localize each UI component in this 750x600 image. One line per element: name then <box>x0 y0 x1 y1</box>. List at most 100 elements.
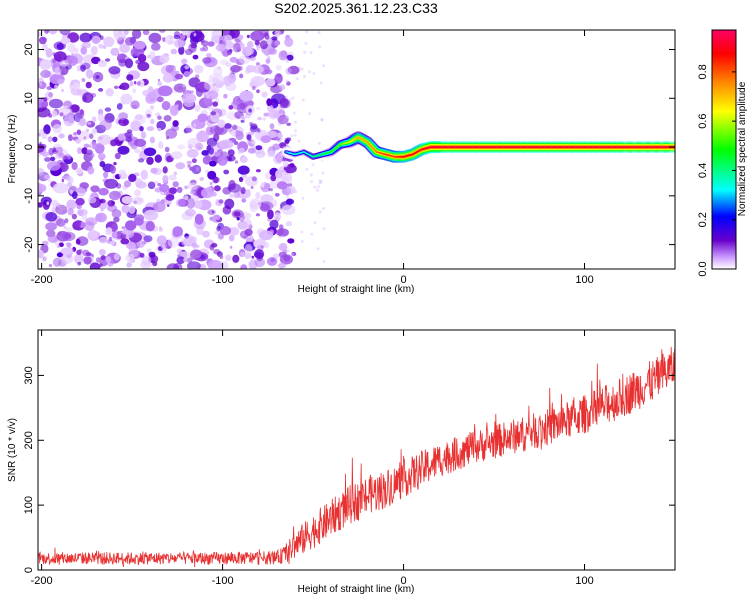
spectrogram-noise-cell <box>181 30 189 36</box>
spectrogram-noise-cell <box>266 257 278 266</box>
spectrogram-noise-cell <box>61 88 64 93</box>
spectrogram-noise-cell <box>135 181 147 189</box>
spectrogram-noise-cell <box>193 32 197 37</box>
spectrogram-noise-cell <box>143 147 157 157</box>
spectrogram-noise-cell <box>251 141 256 144</box>
spectrogram-noise-cell <box>87 121 92 125</box>
spectrogram-noise-cell <box>244 218 252 229</box>
spectrogram-noise-cell <box>134 217 144 226</box>
spectrogram-noise-cell <box>226 49 233 56</box>
spectrogram-noise-cell <box>319 81 323 85</box>
spectrogram-noise-cell <box>132 196 144 205</box>
spectrogram-noise-cell <box>157 85 173 97</box>
spectrogram-noise-cell <box>225 62 232 67</box>
y-tick-label: -20 <box>23 237 35 253</box>
spectrogram-noise-cell <box>45 222 57 231</box>
spectrogram-noise-cell <box>105 88 114 97</box>
spectrogram-noise-cell <box>207 209 216 216</box>
spectrogram-noise-cell <box>182 83 186 88</box>
spectrogram-noise-cell <box>52 182 69 194</box>
spectrogram-noise-cell <box>213 66 223 77</box>
spectrogram-noise-cell <box>172 120 179 127</box>
spectrogram-noise-cell <box>103 45 107 49</box>
spectrogram-noise-cell <box>126 74 134 81</box>
spectrogram-noise-cell <box>252 85 256 91</box>
spectrogram-noise-cell <box>275 152 283 163</box>
spectrogram-noise-cell <box>187 164 191 168</box>
spectrogram-noise-cell <box>310 180 314 184</box>
spectrogram-noise-cell <box>238 55 251 65</box>
spectrogram-noise-cell <box>111 223 118 233</box>
spectrogram-noise-cell <box>91 35 101 44</box>
spectrogram-noise-cell <box>259 40 268 50</box>
spectrogram-noise-cell <box>124 131 133 138</box>
spectrogram-noise-cell <box>210 111 217 116</box>
spectrogram-noise-cell <box>42 43 48 52</box>
spectrogram-noise-cell <box>263 242 270 249</box>
spectrogram-noise-cell <box>275 132 283 143</box>
spectrogram-noise-cell <box>232 124 238 131</box>
spectrogram-noise-cell <box>277 262 286 269</box>
spectrogram-noise-cell <box>249 198 262 210</box>
spectrogram-noise-cell <box>97 60 108 68</box>
spectrogram-noise-cell <box>284 95 288 99</box>
spectrogram-noise-cell <box>67 208 74 216</box>
spectrogram-noise-cell <box>252 65 264 74</box>
spectrogram-noise-cell <box>251 176 257 182</box>
spectrogram-noise-cell <box>191 242 198 248</box>
spectrogram-noise-cell <box>206 53 212 58</box>
spectrogram-noise-cell <box>80 47 87 55</box>
spectrogram-noise-cell <box>271 36 278 41</box>
spectrogram-noise-cell <box>132 88 136 93</box>
spectrogram-noise-cell <box>83 256 92 265</box>
spectrogram-noise-cell <box>256 46 260 51</box>
spectrogram-noise-cell <box>71 213 77 220</box>
spectrogram-noise-cell <box>118 59 127 67</box>
spectrogram-noise-cell <box>121 226 126 230</box>
spectrogram-noise-cell <box>181 58 188 65</box>
spectrogram-noise-cell <box>123 180 132 188</box>
spectrogram-noise-cell <box>290 134 294 138</box>
spectrogram-noise-cell <box>128 173 137 183</box>
spectrogram-noise-cell <box>90 45 98 56</box>
spectrogram-noise-cell <box>240 115 245 120</box>
spectrogram-noise-cell <box>238 176 244 183</box>
spectrogram-noise-cell <box>98 187 109 196</box>
spectrogram-noise-cell <box>140 169 149 180</box>
spectrogram-noise-cell <box>286 145 290 149</box>
spectrogram-noise-cell <box>113 162 117 166</box>
colorbar: 0.0 0.2 0.4 0.6 0.8 Normalized spectral ampl… <box>697 29 748 277</box>
spectrogram-noise-cell <box>199 47 205 52</box>
spectrogram-noise-cell <box>232 254 240 263</box>
spectrogram-noise-cell <box>130 49 138 57</box>
spectrogram-noise-cell <box>111 231 118 239</box>
spectrogram-noise-cell <box>320 158 324 162</box>
colorbar-tick-label: 0.2 <box>697 212 709 227</box>
spectrogram-noise-cell <box>287 238 295 244</box>
spectrogram-noise-cell <box>59 64 69 76</box>
spectrogram-noise-cell <box>295 77 299 81</box>
spectrogram-noise-cell <box>264 32 269 36</box>
spectrogram-noise-cell <box>56 252 64 258</box>
spectrogram-noise-cell <box>148 32 162 44</box>
figure-title: S202.2025.361.12.23.C33 <box>274 0 438 16</box>
spectrogram-noise-cell <box>250 76 265 87</box>
spectrogram-noise-cell <box>149 136 155 144</box>
x-tick-label: -200 <box>31 274 53 286</box>
spectrogram-noise-cell <box>214 214 221 220</box>
spectrogram-noise-cell <box>205 169 209 174</box>
spectrogram-noise-cell <box>99 263 103 268</box>
spectrogram-noise-cell <box>170 151 183 160</box>
colorbar-gradient <box>711 29 737 270</box>
spectrogram-y-axis-label: Frequency (Hz) <box>7 115 18 184</box>
spectrogram-noise-cell <box>318 45 322 49</box>
spectrogram-noise-cell <box>75 197 85 206</box>
spectrogram-noise-cell <box>98 249 106 256</box>
spectrogram-noise-cell <box>161 101 171 111</box>
spectrogram-noise-cell <box>257 116 263 121</box>
snr-frame <box>37 329 676 571</box>
spectrogram-noise-cell <box>56 78 65 85</box>
spectrogram-noise-cell <box>59 30 71 36</box>
x-tick-label: 0 <box>400 274 406 286</box>
spectrogram-noise-cell <box>240 156 248 163</box>
